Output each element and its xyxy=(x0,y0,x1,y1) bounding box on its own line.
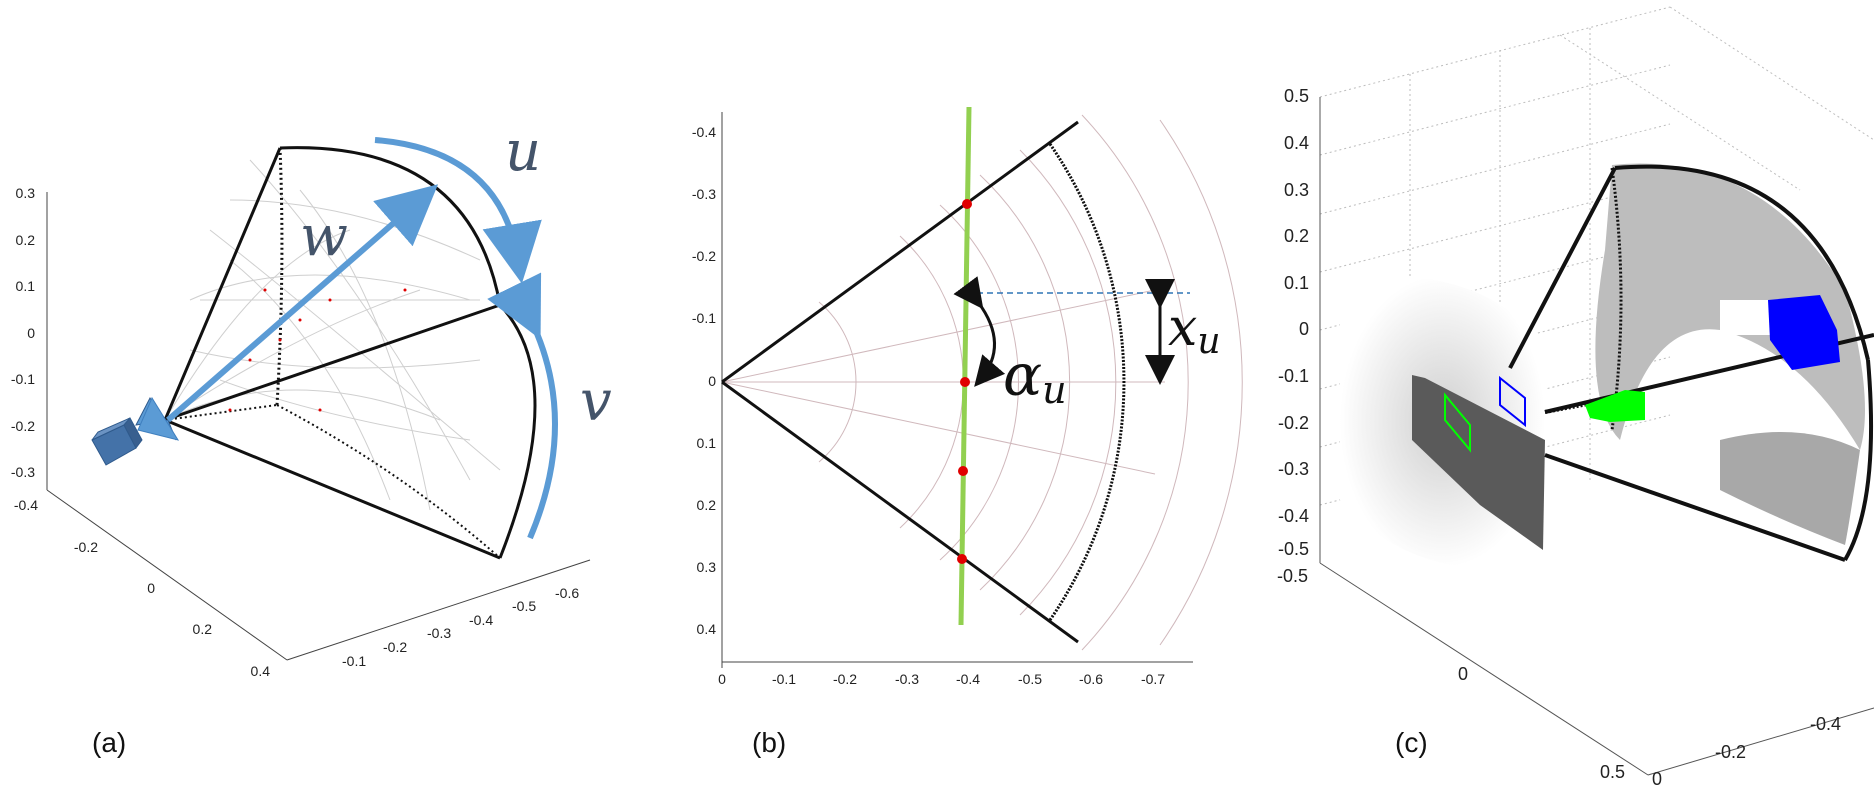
panel-b: -0.4 -0.3 -0.2 -0.1 0 0.1 0.2 0.3 0.4 0 … xyxy=(692,106,1243,758)
c-y-tick: -0.5 xyxy=(1277,566,1308,586)
a-x-ticks: -0.1 -0.2 -0.3 -0.4 -0.5 -0.6 xyxy=(342,585,579,669)
c-z-tick: -0.2 xyxy=(1278,413,1309,433)
a-y-ticks: -0.4 -0.2 0 0.2 0.4 xyxy=(14,497,270,679)
v-label: v xyxy=(580,369,612,434)
a-y-tick: 0 xyxy=(147,580,155,596)
c-x-ticks: 0 -0.2 -0.4 xyxy=(1652,714,1841,788)
c-z-tick: -0.5 xyxy=(1278,539,1309,559)
c-x-tick: -0.2 xyxy=(1715,742,1746,762)
v-arrow xyxy=(487,272,558,540)
caption-a: (a) xyxy=(92,727,126,758)
a-x-tick: -0.6 xyxy=(555,585,579,601)
c-z-tick: -0.3 xyxy=(1278,459,1309,479)
c-z-tick: -0.1 xyxy=(1278,366,1309,386)
c-z-tick: 0 xyxy=(1299,319,1309,339)
blue-window-image xyxy=(1499,375,1526,428)
c-z-ticks: 0.5 0.4 0.3 0.2 0.1 0 -0.1 -0.2 -0.3 -0.… xyxy=(1278,86,1309,559)
a-z-tick: -0.1 xyxy=(11,371,35,387)
axes-a xyxy=(46,192,591,661)
a-z-tick: 0.2 xyxy=(16,232,36,248)
b-y-tick: -0.3 xyxy=(692,186,716,202)
b-y-tick: -0.2 xyxy=(692,248,716,264)
a-y-tick: -0.2 xyxy=(74,539,98,555)
c-z-tick: 0.3 xyxy=(1284,180,1309,200)
a-z-tick: -0.2 xyxy=(11,418,35,434)
a-y-tick: -0.4 xyxy=(14,497,38,513)
alpha-arc-arrow xyxy=(953,276,1006,387)
a-x-tick: -0.3 xyxy=(427,625,451,641)
u-arrow xyxy=(374,137,542,284)
b-y-tick: 0 xyxy=(708,373,716,389)
green-window-image xyxy=(1444,392,1471,453)
w-arrow xyxy=(166,184,439,423)
c-z-tick: 0.1 xyxy=(1284,273,1309,293)
b-x-tick: -0.3 xyxy=(895,671,919,687)
cloud-gap xyxy=(1720,300,1770,335)
a-x-tick: -0.5 xyxy=(512,598,536,614)
panel-a: 0.3 0.2 0.1 0 -0.1 -0.2 -0.3 -0.4 -0.2 0… xyxy=(11,119,612,758)
b-x-tick: -0.5 xyxy=(1018,671,1042,687)
a-z-tick: 0.3 xyxy=(16,185,36,201)
b-x-ticks: 0 -0.1 -0.2 -0.3 -0.4 -0.5 -0.6 -0.7 xyxy=(718,671,1165,687)
a-y-tick: 0.2 xyxy=(193,621,213,637)
a-z-tick: 0 xyxy=(27,325,35,341)
camera-icon xyxy=(91,396,180,466)
blue-window-cloud xyxy=(1768,295,1840,370)
a-y-tick: 0.4 xyxy=(251,663,271,679)
panel-c: 0.5 0.4 0.3 0.2 0.1 0 -0.1 -0.2 -0.3 -0.… xyxy=(1277,6,1874,788)
c-y-tick: 0 xyxy=(1458,664,1468,684)
b-y-tick: 0.1 xyxy=(697,435,717,451)
b-x-tick: -0.1 xyxy=(772,671,796,687)
b-x-tick: -0.2 xyxy=(833,671,857,687)
b-y-ticks: -0.4 -0.3 -0.2 -0.1 0 0.1 0.2 0.3 0.4 xyxy=(692,124,716,637)
alpha-label: αu xyxy=(1003,341,1067,412)
u-label: u xyxy=(505,119,541,184)
b-polar-grid xyxy=(721,114,1243,651)
a-x-tick: -0.4 xyxy=(469,612,493,628)
b-x-tick: -0.4 xyxy=(956,671,980,687)
c-z-tick: 0.4 xyxy=(1284,133,1309,153)
b-y-tick: 0.4 xyxy=(697,621,717,637)
a-sample-points xyxy=(228,288,407,412)
c-z-tick: 0.5 xyxy=(1284,86,1309,106)
c-y-tick: 0.5 xyxy=(1600,762,1625,782)
caption-c: (c) xyxy=(1395,727,1428,758)
a-z-tick: 0.1 xyxy=(16,278,36,294)
b-x-tick: -0.7 xyxy=(1141,671,1165,687)
b-y-tick: 0.2 xyxy=(697,497,717,513)
b-y-tick: -0.4 xyxy=(692,124,716,140)
green-window-cloud xyxy=(1585,390,1645,422)
c-y-ticks: -0.5 0 0.5 xyxy=(1277,566,1625,782)
b-y-tick: 0.3 xyxy=(697,559,717,575)
a-frustum xyxy=(163,146,537,560)
caption-b: (b) xyxy=(752,727,786,758)
axes-c-solid xyxy=(1319,97,1874,776)
axes-b xyxy=(721,112,1193,668)
c-z-tick: 0.2 xyxy=(1284,226,1309,246)
a-z-ticks: 0.3 0.2 0.1 0 -0.1 -0.2 -0.3 xyxy=(11,185,35,480)
a-x-tick: -0.1 xyxy=(342,653,366,669)
b-y-tick: -0.1 xyxy=(692,310,716,326)
c-z-tick: -0.4 xyxy=(1278,506,1309,526)
a-axis-arrows xyxy=(166,137,558,540)
b-x-tick: -0.6 xyxy=(1079,671,1103,687)
c-x-tick: 0 xyxy=(1652,769,1662,788)
b-frustum xyxy=(721,120,1126,644)
b-x-tick: 0 xyxy=(718,671,726,687)
w-label: w xyxy=(300,204,348,269)
a-x-tick: -0.2 xyxy=(383,639,407,655)
point-cloud-lower xyxy=(1720,432,1860,545)
a-inner-grid xyxy=(164,159,501,511)
xu-label: xu xyxy=(1168,298,1221,362)
a-z-tick: -0.3 xyxy=(11,464,35,480)
c-x-tick: -0.4 xyxy=(1810,714,1841,734)
